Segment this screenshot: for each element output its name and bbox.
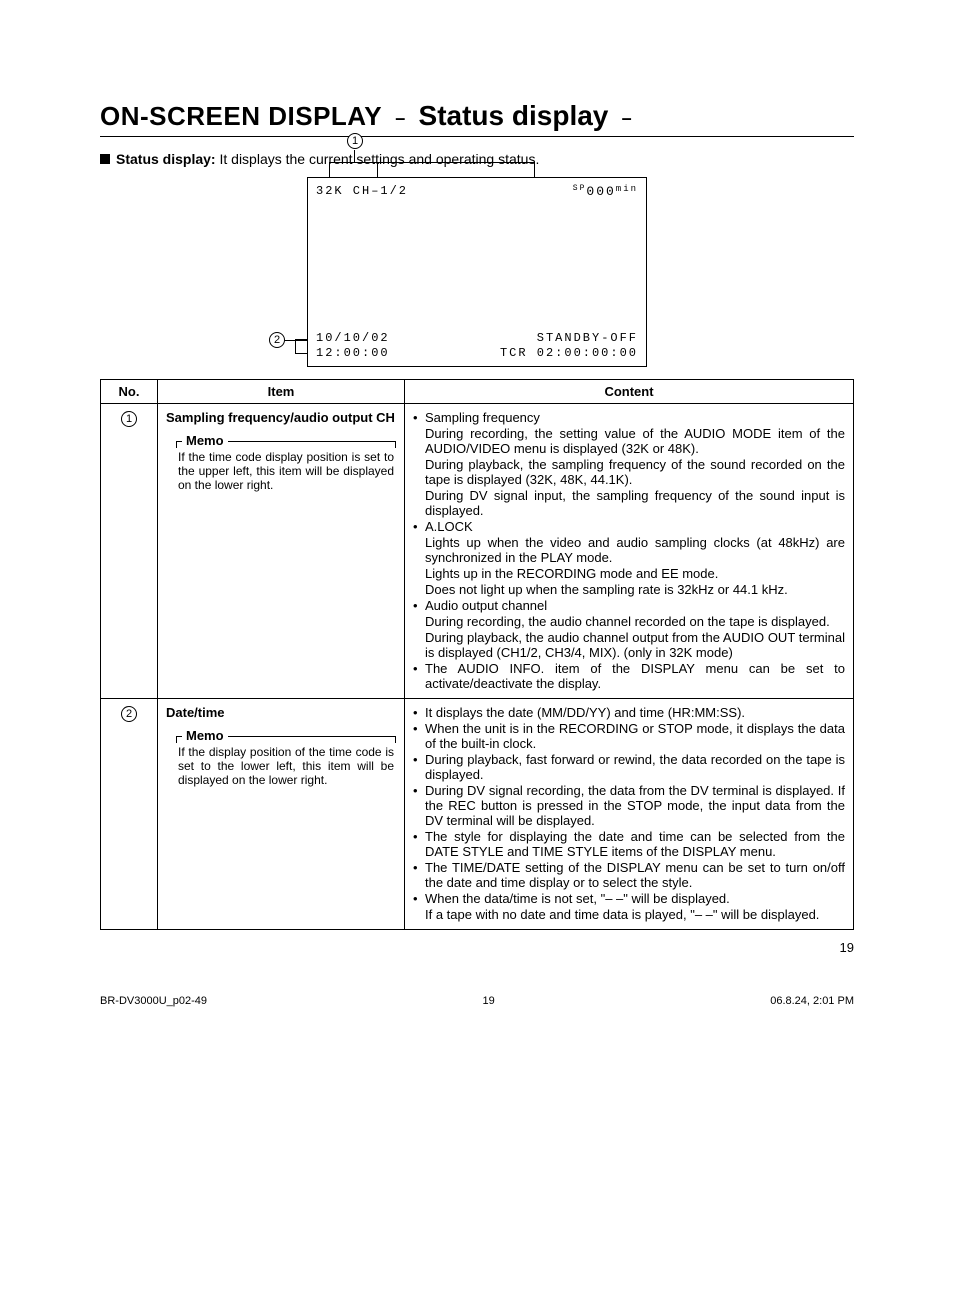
- status-table: No. Item Content 1 Sampling frequency/aud…: [100, 379, 854, 930]
- content-bullet: • Audio output channel: [413, 598, 845, 613]
- memo-text: If the display position of the time code…: [176, 745, 396, 787]
- th-item: Item: [158, 380, 405, 404]
- row-callout: 1: [121, 411, 137, 427]
- osd-screen-box: 32K CH–1/2 SP000min 10/10/02 STANDBY-OFF…: [307, 177, 647, 367]
- content-line: Does not light up when the sampling rate…: [425, 582, 845, 597]
- connector-line: [377, 162, 378, 177]
- table-row: 1Sampling frequency/audio output CHMemoI…: [101, 404, 854, 699]
- connector-line: [295, 353, 307, 354]
- memo-box: MemoIf the time code display position is…: [176, 441, 396, 492]
- content-bullet: • The AUDIO INFO. item of the DISPLAY me…: [413, 661, 845, 691]
- content-line: During recording, the audio channel reco…: [425, 614, 845, 629]
- content-line: Lights up when the video and audio sampl…: [425, 535, 845, 565]
- memo-label: Memo: [182, 728, 228, 743]
- content-bullet: • The TIME/DATE setting of the DISPLAY m…: [413, 860, 845, 890]
- cell-item: Sampling frequency/audio output CHMemoIf…: [158, 404, 405, 699]
- content-line: During playback, the audio channel outpu…: [425, 630, 845, 660]
- content-bullet: • During DV signal recording, the data f…: [413, 783, 845, 828]
- item-title: Date/time: [166, 705, 396, 720]
- memo-box: MemoIf the display position of the time …: [176, 736, 396, 787]
- connector-line: [329, 162, 534, 163]
- title-main: ON-SCREEN DISPLAY: [100, 101, 382, 131]
- content-line: During DV signal input, the sampling fre…: [425, 488, 845, 518]
- square-bullet-icon: [100, 154, 110, 164]
- content-line: Lights up in the RECORDING mode and EE m…: [425, 566, 845, 581]
- title-dash1: –: [389, 108, 411, 128]
- cell-content: • Sampling frequencyDuring recording, th…: [405, 404, 854, 699]
- th-no: No.: [101, 380, 158, 404]
- connector-line: [354, 150, 355, 162]
- callout-1: 1: [347, 133, 363, 149]
- content-line: If a tape with no date and time data is …: [425, 907, 845, 922]
- osd-time: 12:00:00: [316, 346, 390, 360]
- content-bullet: • A.LOCK: [413, 519, 845, 534]
- content-bullet: • Sampling frequency: [413, 410, 845, 425]
- osd-sampling: 32K CH–1/2: [316, 184, 408, 199]
- osd-diagram: 1 2 32K CH–1/2 SP000min 10/10/02 STANDBY…: [307, 177, 647, 367]
- content-line: During recording, the setting value of t…: [425, 426, 845, 456]
- page-number: 19: [100, 940, 854, 955]
- content-bullet: • It displays the date (MM/DD/YY) and ti…: [413, 705, 845, 720]
- connector-line: [295, 340, 296, 354]
- connector-line: [534, 162, 535, 177]
- osd-date: 10/10/02: [316, 331, 390, 345]
- callout-2: 2: [269, 332, 285, 348]
- content-bullet: • During playback, fast forward or rewin…: [413, 752, 845, 782]
- cell-no: 1: [101, 404, 158, 699]
- connector-line: [329, 162, 330, 177]
- connector-line: [295, 339, 307, 340]
- manual-page: ON-SCREEN DISPLAY – Status display – Sta…: [0, 0, 954, 995]
- title-dash2: –: [616, 108, 638, 128]
- title-sub: Status display: [419, 100, 609, 131]
- cell-item: Date/timeMemoIf the display position of …: [158, 699, 405, 930]
- osd-standby: STANDBY-OFF: [537, 331, 638, 345]
- osd-tcr: TCR 02:00:00:00: [500, 346, 638, 360]
- intro: Status display: It displays the current …: [100, 151, 854, 167]
- content-bullet: • The style for displaying the date and …: [413, 829, 845, 859]
- memo-label: Memo: [182, 433, 228, 448]
- row-callout: 2: [121, 706, 137, 722]
- table-row: 2Date/timeMemoIf the display position of…: [101, 699, 854, 930]
- osd-sp000min: SP000min: [573, 184, 638, 199]
- th-content: Content: [405, 380, 854, 404]
- content-bullet: • When the unit is in the RECORDING or S…: [413, 721, 845, 751]
- cell-content: • It displays the date (MM/DD/YY) and ti…: [405, 699, 854, 930]
- item-title: Sampling frequency/audio output CH: [166, 410, 396, 425]
- content-bullet: • When the data/time is not set, "– –" w…: [413, 891, 845, 906]
- footer-right: 06.8.24, 2:01 PM: [770, 995, 854, 1007]
- page-title: ON-SCREEN DISPLAY – Status display –: [100, 100, 854, 137]
- footer-center: 19: [482, 995, 494, 1007]
- content-line: During playback, the sampling frequency …: [425, 457, 845, 487]
- memo-text: If the time code display position is set…: [176, 450, 396, 492]
- intro-text: It displays the current settings and ope…: [219, 151, 539, 167]
- connector-line: [285, 340, 307, 341]
- footer-left: BR-DV3000U_p02-49: [100, 995, 207, 1007]
- intro-label: Status display:: [116, 151, 216, 167]
- cell-no: 2: [101, 699, 158, 930]
- footer: BR-DV3000U_p02-49 19 06.8.24, 2:01 PM: [0, 995, 954, 1027]
